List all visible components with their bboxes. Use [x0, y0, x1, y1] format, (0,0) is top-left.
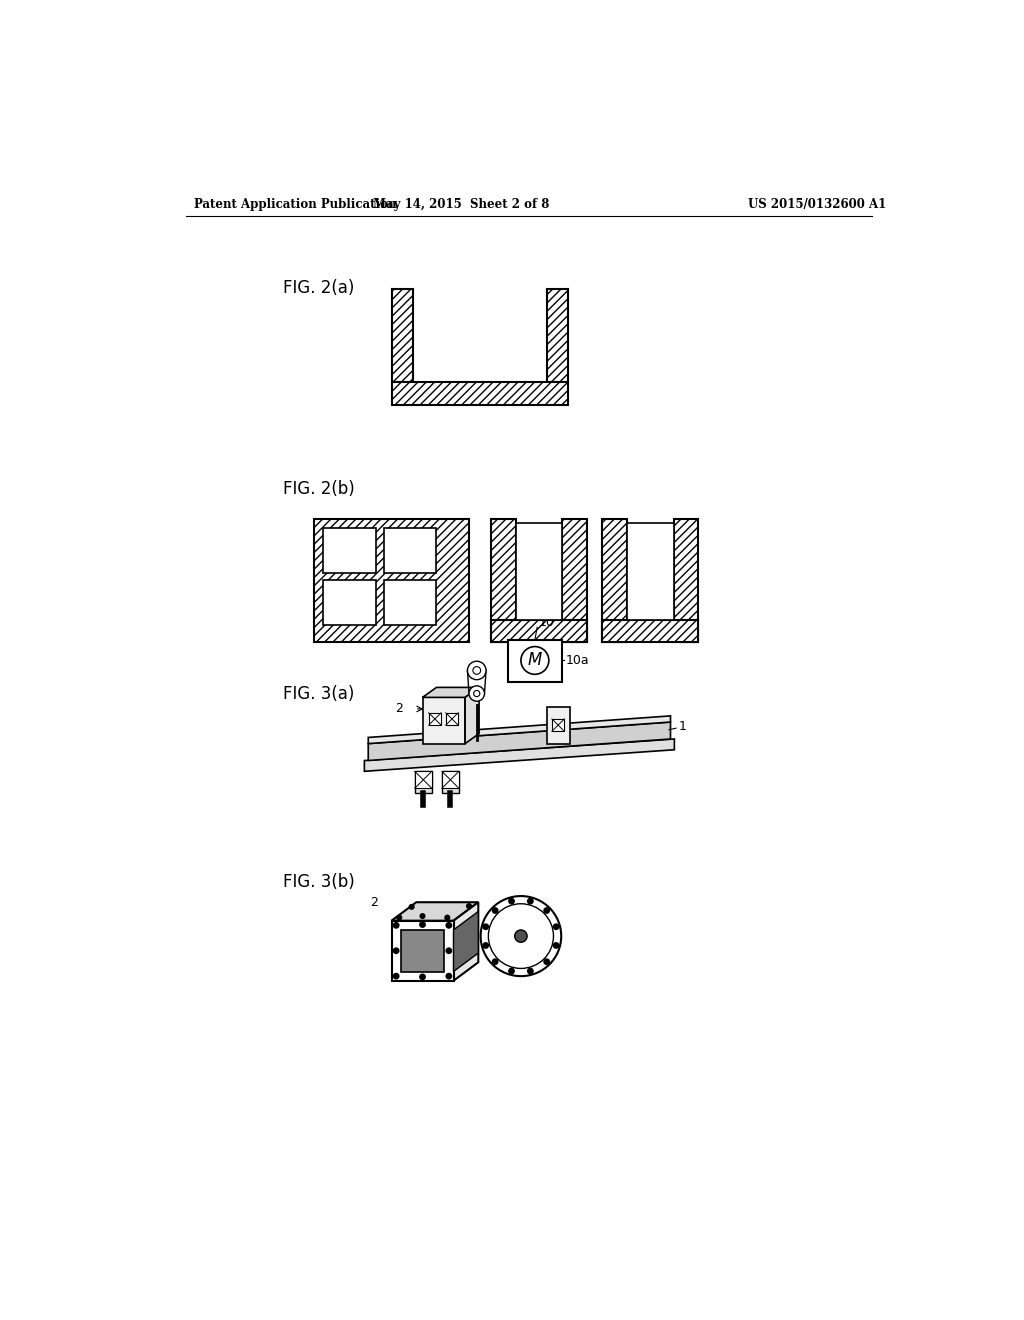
Circle shape [527, 969, 534, 974]
Circle shape [446, 948, 452, 953]
Text: FIG. 3(a): FIG. 3(a) [283, 685, 354, 702]
Bar [384, 581, 436, 626]
Polygon shape [454, 903, 478, 981]
Circle shape [410, 904, 414, 909]
Circle shape [445, 915, 450, 920]
Bar [515, 524, 562, 620]
Bar [490, 620, 587, 642]
Circle shape [527, 899, 534, 904]
Bar [508, 640, 562, 682]
Circle shape [420, 913, 425, 919]
Bar [490, 519, 515, 642]
Bar [552, 719, 564, 731]
Circle shape [488, 904, 554, 969]
Text: 2: 2 [395, 702, 403, 715]
Circle shape [467, 661, 486, 680]
Polygon shape [369, 722, 671, 760]
Text: M: M [527, 652, 542, 669]
Circle shape [521, 647, 549, 675]
Text: Patent Application Publication: Patent Application Publication [194, 198, 396, 211]
Bar [442, 771, 459, 793]
Bar [674, 519, 698, 642]
Bar [391, 289, 414, 381]
Circle shape [509, 969, 514, 974]
Bar [415, 771, 432, 788]
Bar [547, 289, 568, 381]
Bar [415, 771, 432, 793]
Bar [391, 381, 568, 405]
Text: 2: 2 [370, 896, 378, 909]
Bar [602, 519, 627, 642]
Circle shape [509, 899, 514, 904]
Circle shape [553, 924, 559, 929]
Bar [562, 519, 587, 642]
Text: 1: 1 [678, 721, 686, 733]
Circle shape [420, 974, 425, 979]
Text: US 2015/0132600 A1: US 2015/0132600 A1 [748, 198, 886, 211]
Bar [602, 620, 698, 642]
Text: 10a: 10a [566, 653, 590, 667]
Circle shape [544, 908, 550, 913]
Circle shape [393, 948, 399, 953]
Polygon shape [369, 715, 671, 743]
Circle shape [393, 923, 399, 928]
Circle shape [420, 921, 425, 927]
Circle shape [544, 960, 550, 965]
Bar [324, 528, 376, 573]
Circle shape [469, 686, 484, 701]
Circle shape [493, 908, 498, 913]
Bar [384, 528, 436, 573]
Circle shape [467, 904, 471, 908]
Bar [324, 581, 376, 626]
Circle shape [446, 973, 452, 979]
Circle shape [515, 929, 527, 942]
Bar [627, 524, 674, 620]
Text: May 14, 2015  Sheet 2 of 8: May 14, 2015 Sheet 2 of 8 [373, 198, 550, 211]
Circle shape [474, 690, 480, 697]
Circle shape [480, 896, 561, 977]
Circle shape [483, 942, 488, 948]
Bar [423, 697, 465, 743]
Bar [314, 519, 469, 642]
Bar [445, 713, 458, 725]
Text: FIG. 3(b): FIG. 3(b) [283, 874, 354, 891]
Circle shape [397, 915, 401, 920]
Circle shape [553, 942, 559, 948]
Bar [429, 713, 441, 725]
Polygon shape [423, 688, 479, 697]
Bar [442, 771, 459, 788]
Bar [391, 921, 454, 981]
Text: 10: 10 [539, 616, 555, 630]
Bar [400, 929, 444, 972]
Circle shape [483, 924, 488, 929]
Circle shape [393, 973, 399, 979]
Circle shape [473, 667, 480, 675]
Circle shape [446, 923, 452, 928]
Polygon shape [465, 688, 479, 743]
Circle shape [493, 960, 498, 965]
Bar [547, 706, 569, 743]
Polygon shape [365, 739, 675, 771]
Text: FIG. 2(a): FIG. 2(a) [283, 279, 354, 297]
Text: FIG. 2(b): FIG. 2(b) [283, 480, 354, 499]
Polygon shape [391, 903, 478, 921]
Polygon shape [454, 911, 478, 972]
